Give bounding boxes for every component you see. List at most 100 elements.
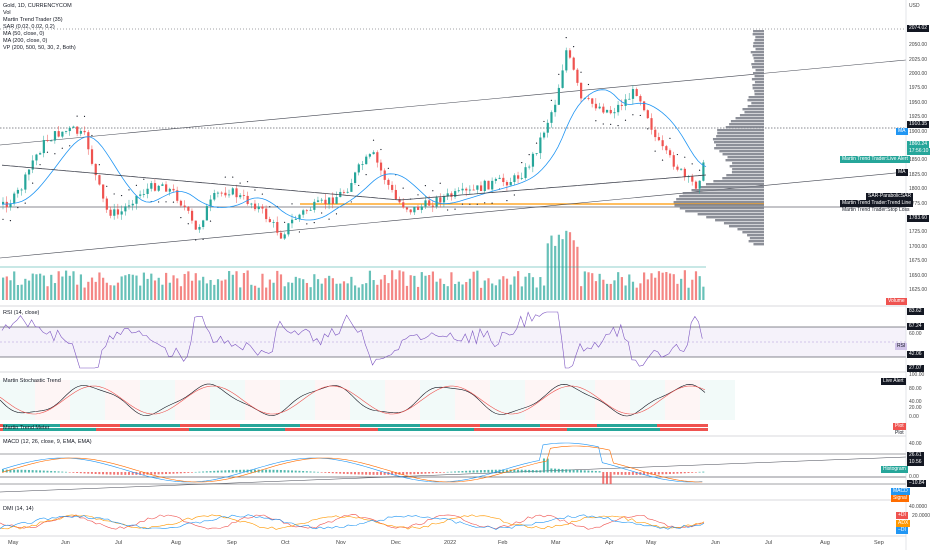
vp-bar bbox=[732, 168, 764, 171]
vp-bar bbox=[691, 189, 764, 192]
vp-bar bbox=[729, 165, 764, 168]
sar-dot bbox=[284, 221, 286, 223]
meter-cell bbox=[135, 428, 138, 431]
meter-cell bbox=[108, 428, 111, 431]
macd-histogram-bar bbox=[216, 470, 219, 473]
meter-cell bbox=[306, 428, 309, 431]
meter-cell bbox=[645, 424, 648, 427]
meter-cell bbox=[81, 428, 84, 431]
meter-cell bbox=[693, 428, 696, 431]
meter-cell bbox=[366, 424, 369, 427]
vp-bar bbox=[717, 129, 764, 132]
meter-cell bbox=[261, 428, 264, 431]
meter-cell bbox=[498, 424, 501, 427]
dmi-pane[interactable] bbox=[0, 514, 705, 530]
legend-ma50[interactable]: MA (50, close, 0) bbox=[3, 31, 45, 37]
sar-dot bbox=[254, 189, 256, 191]
volume-bar bbox=[631, 281, 635, 300]
meter-cell bbox=[591, 428, 594, 431]
meter-cell bbox=[564, 428, 567, 431]
rsi-title[interactable]: RSI (14, close) bbox=[3, 310, 40, 316]
macd-histogram-bar bbox=[94, 472, 97, 474]
meter-cell bbox=[84, 428, 87, 431]
candle-body bbox=[16, 189, 20, 194]
meter-cell bbox=[480, 428, 483, 431]
volume-bar bbox=[294, 276, 297, 300]
vp-bar bbox=[739, 114, 764, 117]
meter-cell bbox=[99, 428, 102, 431]
volume-bar bbox=[691, 279, 694, 300]
meter-cell bbox=[675, 424, 678, 427]
meter-cell bbox=[48, 428, 51, 431]
volume-bar bbox=[376, 284, 379, 300]
candle-body bbox=[635, 89, 638, 97]
macd-histogram-bar bbox=[328, 472, 331, 474]
meter-cell bbox=[144, 428, 147, 431]
symbol-title[interactable]: Gold, 1D, CURRENCYCOM bbox=[3, 3, 72, 9]
rsi-pane[interactable] bbox=[0, 311, 906, 369]
macd-title[interactable]: MACD (12, 26, close, 9, EMA, EMA) bbox=[3, 439, 92, 445]
meter-cell bbox=[414, 428, 417, 431]
candle-body bbox=[391, 184, 394, 190]
macd-histogram-bar bbox=[431, 472, 434, 474]
candle-body bbox=[109, 209, 112, 216]
macd-histogram-bar bbox=[83, 472, 86, 474]
meter-cell bbox=[255, 424, 258, 427]
meter-cell bbox=[327, 428, 330, 431]
meter-cell bbox=[15, 428, 18, 431]
meter-cell bbox=[60, 428, 63, 431]
meter-cell bbox=[591, 424, 594, 427]
candle-body bbox=[198, 226, 201, 230]
volume-bar bbox=[580, 286, 583, 300]
legend-sar[interactable]: SAR (0.02, 0.02, 0.2) bbox=[3, 24, 55, 30]
sar-dot bbox=[313, 222, 315, 224]
meter-cell bbox=[6, 428, 9, 431]
meter-cell bbox=[72, 424, 75, 427]
candle-body bbox=[531, 153, 535, 167]
candle-body bbox=[457, 190, 460, 192]
candles bbox=[2, 47, 705, 240]
legend-ma200[interactable]: MA (200, close, 0) bbox=[3, 38, 48, 44]
macd-histogram-bar bbox=[402, 472, 405, 475]
meter-cell bbox=[531, 424, 534, 427]
volume-bar bbox=[42, 275, 45, 300]
candle-body bbox=[72, 126, 75, 128]
meter-cell bbox=[357, 428, 360, 431]
candle-body bbox=[209, 199, 212, 207]
meter-cell bbox=[459, 428, 462, 431]
sar-dot bbox=[335, 213, 338, 215]
macd-pane[interactable] bbox=[0, 442, 907, 493]
meter-cell bbox=[396, 424, 399, 427]
main-price-pane[interactable] bbox=[0, 28, 907, 259]
meter-cell bbox=[252, 424, 255, 427]
meter-cell bbox=[582, 428, 585, 431]
meter-cell bbox=[444, 424, 447, 427]
candle-body bbox=[479, 185, 483, 192]
price-tick: 2025.00 bbox=[909, 56, 928, 63]
dmi-title[interactable]: DMI (14, 14) bbox=[3, 506, 34, 512]
stoch-zone bbox=[700, 380, 735, 420]
macd-histogram-bar bbox=[279, 470, 282, 473]
meter-cell bbox=[444, 428, 447, 431]
meter-cell bbox=[300, 428, 303, 431]
meter-cell bbox=[576, 428, 579, 431]
stoch-zone bbox=[525, 380, 560, 420]
sar-dot bbox=[91, 134, 93, 137]
volume-bar bbox=[90, 277, 94, 300]
candle-body bbox=[542, 132, 546, 138]
trend-meter-title[interactable]: Martin Trend Meter bbox=[3, 425, 50, 431]
legend-volume-profile[interactable]: VP (200, 500, 50, 30, 2, Both) bbox=[3, 45, 76, 51]
stoch-title[interactable]: Martin Stochastic Trend bbox=[3, 378, 61, 384]
volume-bar bbox=[250, 284, 253, 300]
candle-body bbox=[465, 188, 468, 191]
stochastic-pane[interactable] bbox=[0, 380, 735, 420]
macd-histogram-bar bbox=[13, 469, 16, 473]
legend-vol[interactable]: Vol bbox=[3, 10, 11, 16]
volume-bar bbox=[402, 271, 405, 300]
meter-cell bbox=[705, 424, 708, 427]
volume-bar bbox=[650, 273, 653, 300]
stoch-zone bbox=[140, 380, 175, 420]
macd-histogram-bar bbox=[505, 469, 508, 473]
legend-martin-trend-trader[interactable]: Martin Trend Trader (35) bbox=[3, 17, 63, 23]
